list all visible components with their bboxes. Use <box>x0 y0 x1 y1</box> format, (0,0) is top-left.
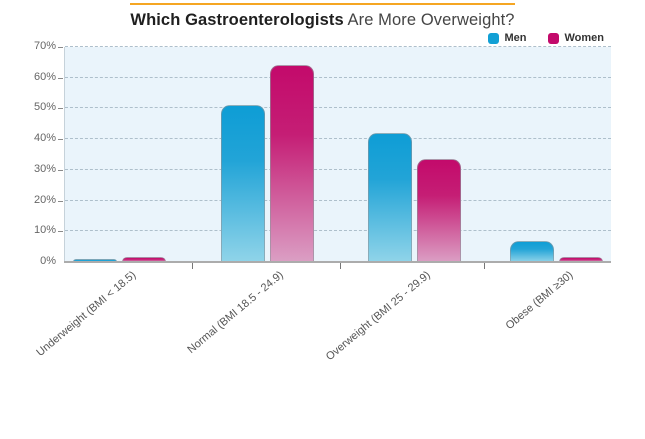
legend-item-men[interactable]: Men <box>488 32 526 44</box>
y-axis-tick-40% <box>58 139 63 141</box>
y-axis-label-60%: 60% <box>33 70 56 83</box>
legend: Men Women <box>64 32 610 44</box>
gridline-40% <box>65 138 611 140</box>
chart-title-primary: Which Gastroenterologists <box>130 11 344 29</box>
y-axis-label-20%: 20% <box>33 193 56 206</box>
y-axis-label-40%: 40% <box>33 132 56 145</box>
x-axis-label-obese: Obese (BMI ≥30) <box>503 269 576 332</box>
title-with-accent-rule: Which Gastroenterologists Are More Overw… <box>130 3 515 30</box>
plot-area <box>64 46 611 262</box>
gridline-10% <box>65 230 611 232</box>
y-axis-label-50%: 50% <box>33 101 56 114</box>
y-axis-tick-10% <box>58 231 63 233</box>
x-axis-label-underweight: Underweight (BMI < 18.5) <box>34 269 139 359</box>
y-axis-label-70%: 70% <box>33 40 56 52</box>
gridline-60% <box>65 76 611 78</box>
gridline-70% <box>65 46 611 47</box>
bar-women-obese[interactable] <box>558 257 603 262</box>
legend-swatch-men-icon <box>488 32 500 44</box>
bar-men-overweight[interactable] <box>367 133 412 262</box>
chart-title-secondary: Are More Overweight? <box>343 11 515 29</box>
x-axis-tick-2 <box>339 263 341 269</box>
x-axis-tick-3 <box>484 263 486 269</box>
bar-women-normal[interactable] <box>269 65 314 262</box>
y-axis-label-10%: 10% <box>33 224 56 237</box>
y-axis-tick-20% <box>58 200 63 202</box>
y-axis-tick-50% <box>58 108 63 110</box>
y-axis-tick-60% <box>58 77 63 79</box>
x-axis-line <box>64 261 611 263</box>
bar-men-underweight[interactable] <box>73 258 118 262</box>
y-axis-tick-30% <box>58 169 63 171</box>
x-axis-label-normal: Normal (BMI 18.5 - 24.9) <box>185 269 286 356</box>
x-axis-tick-1 <box>192 263 194 269</box>
y-axis-label-0%: 0% <box>40 255 56 267</box>
bar-women-underweight[interactable] <box>122 257 167 262</box>
chart-title: Which Gastroenterologists Are More Overw… <box>0 3 645 30</box>
legend-swatch-women-icon <box>548 32 560 44</box>
gridline-50% <box>65 107 611 109</box>
x-axis-label-overweight: Overweight (BMI 25 - 29.9) <box>324 269 434 364</box>
bar-men-obese[interactable] <box>509 240 554 262</box>
bar-women-overweight[interactable] <box>416 159 461 262</box>
legend-label-men: Men <box>504 32 527 44</box>
bar-men-normal[interactable] <box>220 105 265 262</box>
y-axis-label-30%: 30% <box>33 162 56 175</box>
gridline-30% <box>65 168 611 170</box>
legend-item-women[interactable]: Women <box>548 32 604 44</box>
legend-label-women: Women <box>564 32 604 44</box>
y-axis-tick-70% <box>58 47 63 48</box>
gridline-20% <box>65 199 611 201</box>
